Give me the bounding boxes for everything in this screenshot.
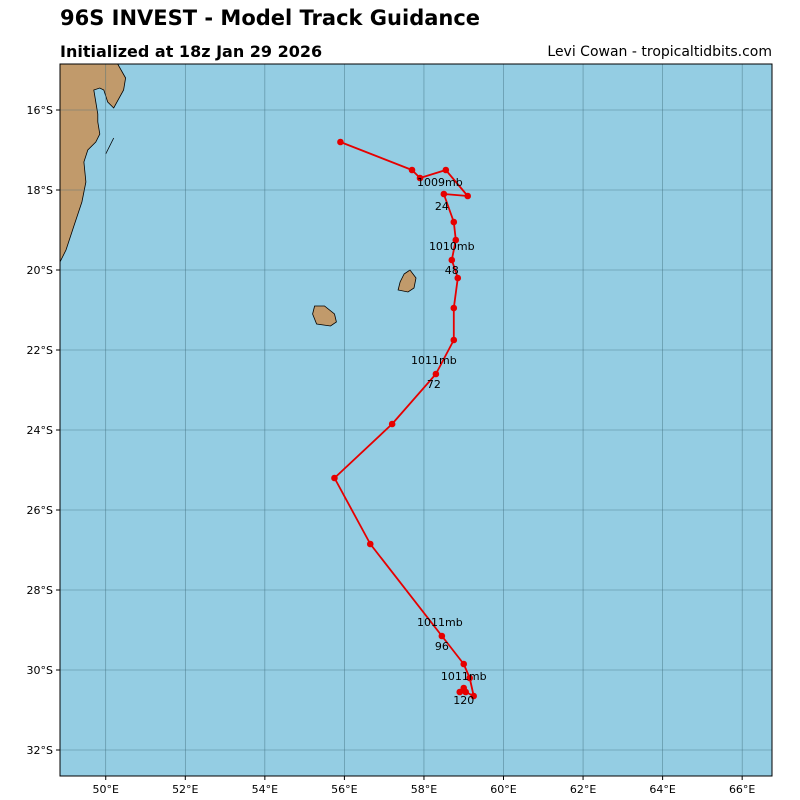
track-point xyxy=(456,688,464,696)
track-point xyxy=(366,540,374,548)
track-label: 24 xyxy=(435,200,449,213)
track-point xyxy=(331,474,338,482)
track-point xyxy=(438,632,446,640)
track-point xyxy=(460,684,468,692)
x-tick-label: 52°E xyxy=(172,783,198,796)
track-label: 48 xyxy=(445,264,459,277)
y-tick-label: 18°S xyxy=(27,184,53,197)
track-point xyxy=(440,190,448,198)
y-tick-label: 30°S xyxy=(27,664,53,677)
x-tick-label: 60°E xyxy=(490,783,516,796)
x-tick-label: 66°E xyxy=(729,783,755,796)
track-point xyxy=(454,274,462,282)
track-point xyxy=(470,692,477,700)
track-point xyxy=(408,166,416,174)
plot-frame xyxy=(59,63,773,777)
y-tick-label: 20°S xyxy=(27,264,53,277)
track-label: 1009mb xyxy=(417,176,463,189)
track-point xyxy=(452,236,460,244)
x-tick-label: 64°E xyxy=(649,783,675,796)
track-point xyxy=(442,166,450,174)
track-label: 1011mb xyxy=(411,354,457,367)
track-label: 1010mb xyxy=(429,240,475,253)
y-tick-label: 16°S xyxy=(27,104,53,117)
track-point xyxy=(337,138,344,146)
land-sainte-marie xyxy=(105,137,115,155)
land-reunion xyxy=(312,305,337,327)
x-tick-label: 62°E xyxy=(570,783,596,796)
land-madagascar xyxy=(60,64,127,263)
track-point xyxy=(450,336,458,344)
track-point xyxy=(464,192,472,200)
track-point xyxy=(416,174,424,182)
land-mauritius xyxy=(397,269,417,293)
y-tick-label: 22°S xyxy=(27,344,53,357)
track-label: 96 xyxy=(435,640,449,653)
track-point xyxy=(460,660,468,668)
track-point xyxy=(450,218,458,226)
track-label: 72 xyxy=(427,378,441,391)
x-tick-label: 58°E xyxy=(411,783,437,796)
y-tick-label: 28°S xyxy=(27,584,53,597)
y-tick-label: 26°S xyxy=(27,504,53,517)
page-title: 96S INVEST - Model Track Guidance xyxy=(60,6,481,30)
x-tick-label: 54°E xyxy=(252,783,278,796)
track-point xyxy=(450,304,458,312)
x-tick-label: 50°E xyxy=(93,783,119,796)
track-point xyxy=(448,256,456,264)
track-label: 120 xyxy=(453,694,474,707)
track-point xyxy=(388,420,396,428)
track-label: 1011mb xyxy=(441,670,487,683)
page-subtitle: Initialized at 18z Jan 29 2026 xyxy=(60,42,323,61)
y-tick-label: 24°S xyxy=(27,424,53,437)
plot-area: 1009mb 24 1010mb 48 1011mb 72 1011mb 96 1011mb 12… xyxy=(60,64,772,776)
track-point xyxy=(432,370,440,378)
x-tick-label: 56°E xyxy=(331,783,357,796)
y-tick-label: 32°S xyxy=(27,744,53,757)
track-label: 1011mb xyxy=(417,616,463,629)
credit-text: Levi Cowan - tropicaltidbits.com xyxy=(547,44,772,60)
ocean-background xyxy=(60,64,772,776)
track-point xyxy=(466,674,473,682)
